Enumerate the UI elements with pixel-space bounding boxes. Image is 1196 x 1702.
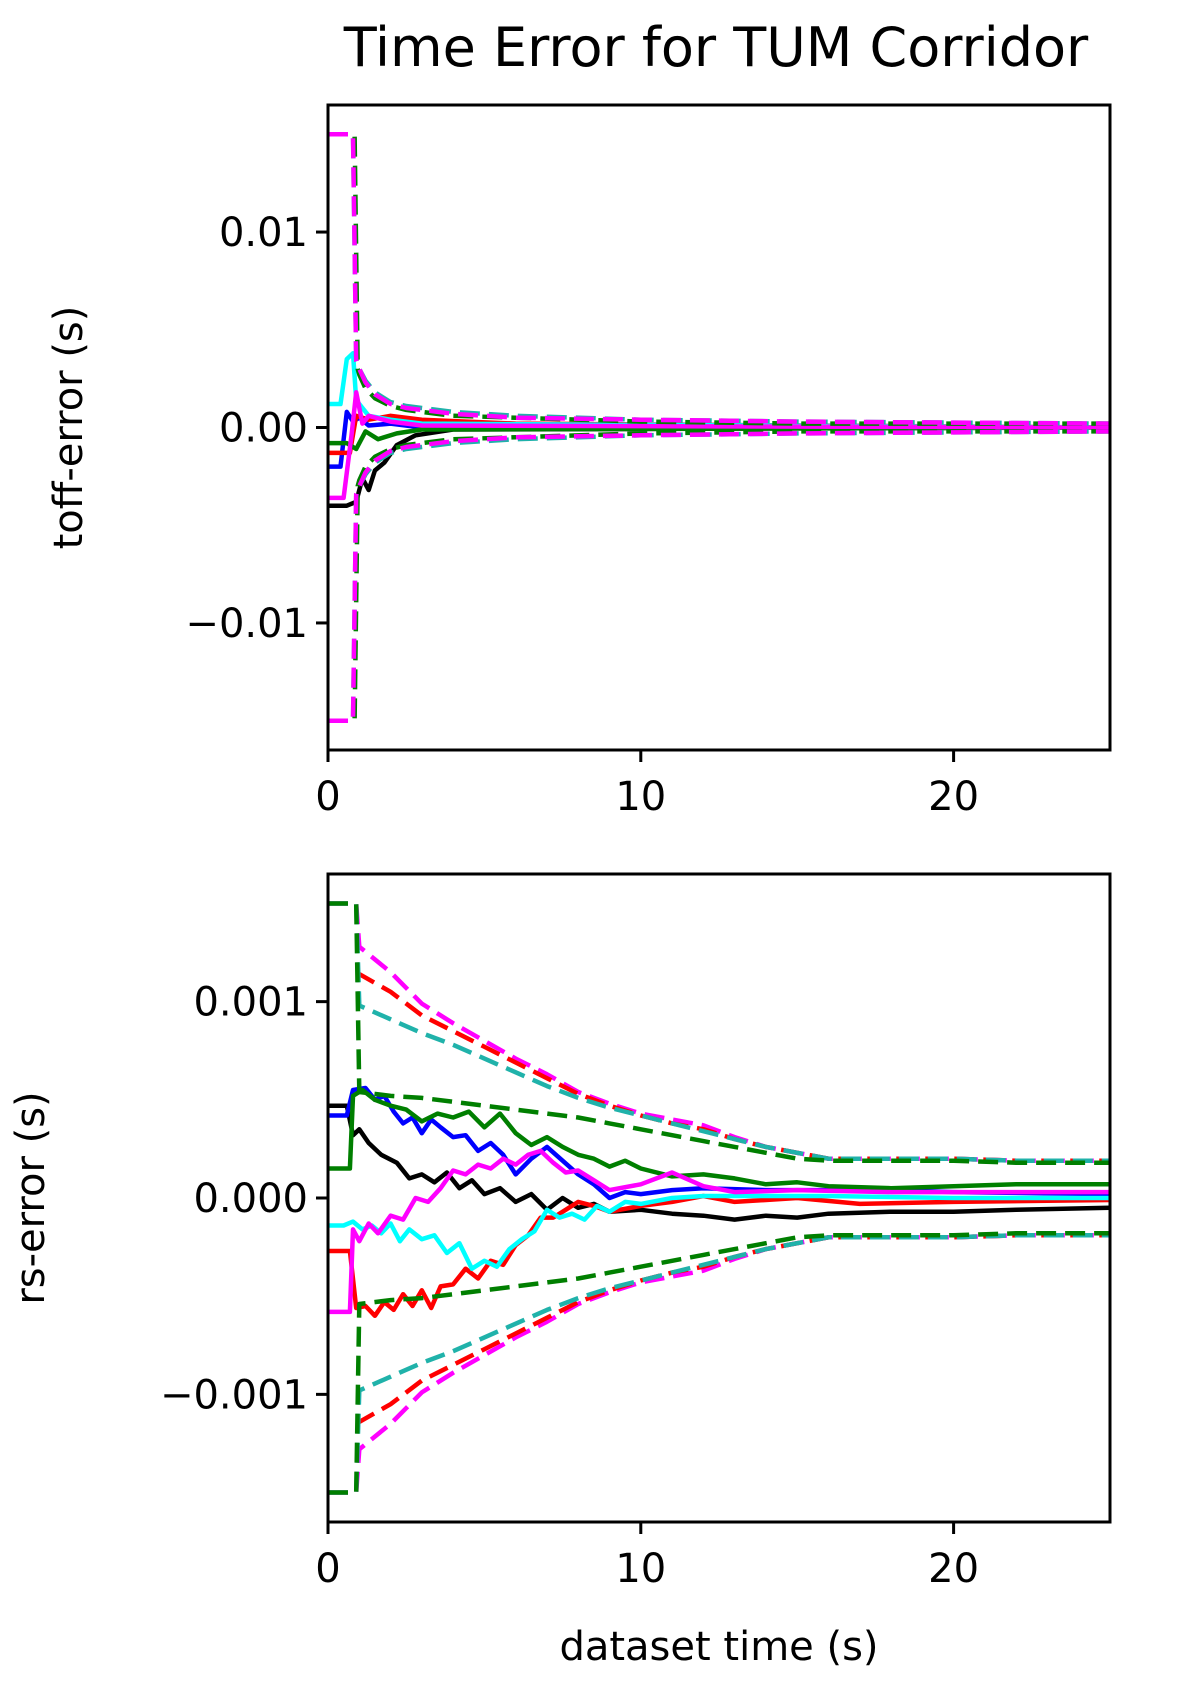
error-line-1 (328, 1085, 1110, 1201)
x-axis-label: dataset time (s) (559, 1624, 878, 1670)
series-group (328, 901, 1110, 1495)
x-tick-label: 20 (928, 1546, 979, 1592)
bound-line-8 (356, 971, 1110, 1163)
x-tick-label: 0 (315, 774, 340, 820)
error-line-5 (328, 1148, 1110, 1315)
toff-error-panel: 0 10 20 −0.01 0.00 0.01 toff-error (s) (46, 103, 1112, 820)
bound-line-10 (328, 901, 1110, 1163)
y-tick-label: −0.001 (160, 1372, 308, 1418)
bound-line-7 (328, 429, 1110, 723)
error-line-2 (328, 1193, 1110, 1319)
error-line-0 (328, 425, 1110, 508)
series-group (328, 132, 1110, 723)
x-tick-label: 0 (315, 1546, 340, 1592)
y-tick-label: 0.000 (193, 1176, 308, 1222)
rs-error-panel: 0 10 20 −0.001 0.000 0.001 rs-error (s) dataset… (8, 872, 1112, 1670)
x-tick-label: 10 (615, 774, 666, 820)
bound-line-12 (328, 901, 1110, 1165)
bound-line-11 (328, 1233, 1110, 1495)
bound-line-11 (328, 429, 1110, 723)
y-tick-label: 0.00 (219, 406, 308, 452)
bound-line-6 (328, 901, 1110, 1163)
bound-line-9 (328, 429, 1110, 723)
y-axis-label: toff-error (s) (46, 306, 92, 550)
error-line-5 (328, 390, 1110, 501)
bound-line-13 (328, 1231, 1110, 1495)
bound-line-10 (328, 132, 1110, 426)
error-line-3 (328, 1087, 1110, 1191)
x-tick-label: 20 (928, 774, 979, 820)
error-line-4 (328, 350, 1110, 430)
y-tick-label: −0.01 (185, 601, 308, 647)
error-line-0 (328, 1103, 1110, 1222)
y-tick-label: 0.001 (193, 980, 308, 1026)
y-axis-label: rs-error (s) (8, 1091, 54, 1304)
error-line-4 (328, 1193, 1110, 1271)
bound-line-8 (328, 132, 1110, 426)
x-tick-label: 10 (615, 1546, 666, 1592)
figure-title: Time Error for TUM Corridor (343, 16, 1089, 79)
bound-line-6 (328, 132, 1110, 426)
bound-line-7 (328, 1233, 1110, 1495)
y-tick-label: 0.01 (219, 210, 308, 256)
